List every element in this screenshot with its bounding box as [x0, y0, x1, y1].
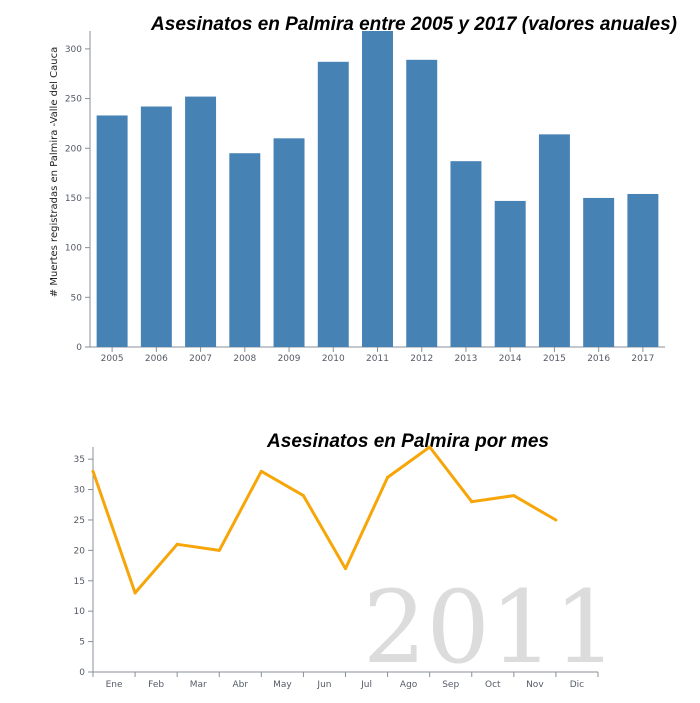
bar-chart-x-tick-label: 2016 — [587, 354, 610, 364]
monthly-point-Jul — [344, 567, 347, 571]
monthly-point-Oct — [470, 500, 474, 504]
bar-chart-x-tick-label: 2005 — [101, 354, 124, 364]
bar-2010 — [317, 61, 349, 348]
line-chart-y-tick-label: 25 — [74, 516, 85, 526]
bar-2008 — [229, 153, 261, 347]
bar-chart-y-tick-label: 250 — [65, 95, 82, 105]
monthly-point-Abr — [217, 548, 221, 552]
bar-chart-y-tick-label: 200 — [65, 144, 82, 154]
bar-chart-y-tick-label: 150 — [65, 194, 82, 204]
line-chart-x-tick-label: Jul — [360, 680, 372, 690]
bar-chart-y-tick-label: 100 — [65, 244, 82, 254]
line-chart-x-tick-label: Nov — [526, 680, 544, 690]
line-chart-y-tick-label: 0 — [79, 668, 85, 678]
monthly-point-Ene — [91, 469, 95, 473]
line-chart-y-tick-label: 15 — [74, 577, 85, 587]
bar-2009 — [273, 138, 305, 347]
bar-chart-x-tick-label: 2006 — [145, 354, 168, 364]
line-chart-x-tick-label: Oct — [485, 680, 501, 690]
line-chart-title: Asesinatos en Palmira por mes — [266, 431, 549, 452]
bar-chart-y-tick-label: 0 — [76, 343, 82, 353]
bar-2006 — [140, 106, 172, 348]
line-chart-x-tick-label: Ene — [106, 680, 123, 690]
monthly-point-May — [259, 469, 263, 473]
line-chart-x-tick-label: Feb — [148, 680, 164, 690]
line-chart-x-tick-label: May — [273, 680, 292, 690]
monthly-point-Feb — [133, 591, 137, 595]
bar-chart-x-tick-label: 2012 — [410, 354, 433, 364]
line-chart-x-tick-label: Abr — [233, 680, 249, 690]
bar-chart-x-tick-label: 2008 — [233, 354, 256, 364]
bar-chart-x-tick-label: 2014 — [499, 354, 522, 364]
bar-2015 — [538, 134, 570, 347]
bar-2011 — [362, 31, 393, 347]
monthly-series-line — [91, 445, 557, 595]
year-watermark-label: 2011 — [363, 569, 618, 686]
bar-2014 — [494, 200, 526, 347]
line-chart-y-tick-label: 30 — [74, 486, 86, 496]
line-chart-x-tick-label: Jun — [316, 680, 331, 690]
bar-chart-x-tick-label: 2013 — [455, 354, 478, 364]
bar-chart-x-tick-label: 2011 — [366, 354, 389, 364]
monthly-point-Dic — [554, 518, 558, 522]
bar-chart-x-tick-label: 2007 — [189, 354, 212, 364]
bar-chart: 0 50 100 150 200 250 300 2005 2006 2007 2008 2009 20… — [65, 31, 665, 364]
bar-chart-y-tick-label: 50 — [71, 293, 83, 303]
bar-2013 — [450, 161, 482, 347]
monthly-point-Jun — [301, 494, 305, 498]
bar-2016 — [583, 197, 615, 347]
line-chart-x-tick-label: Dic — [570, 680, 584, 690]
bar-2017 — [627, 193, 659, 347]
line-chart-y-tick-label: 10 — [74, 607, 86, 617]
bar-chart-title: Asesinatos en Palmira entre 2005 y 2017 … — [150, 14, 677, 35]
bar-2007 — [185, 96, 217, 348]
line-chart-y-tick-label: 20 — [74, 546, 86, 556]
bar-2005 — [96, 115, 128, 347]
line-chart-x-tick-label: Mar — [190, 680, 207, 690]
monthly-point-Nov — [512, 494, 516, 498]
bar-chart-x-tick-label: 2010 — [322, 354, 345, 364]
bar-chart-x-tick-label: 2009 — [278, 354, 301, 364]
bar-chart-y-tick-label: 300 — [65, 45, 82, 55]
bar-chart-y-axis-title: # Muertes registradas en Palmira -Valle … — [49, 47, 60, 297]
line-chart-x-tick-label: Ago — [400, 680, 418, 690]
line-chart-x-tick-label: Sep — [442, 680, 459, 690]
bar-chart-x-tick-label: 2017 — [631, 354, 654, 364]
line-chart-y-tick-label: 35 — [74, 455, 85, 465]
monthly-point-Sep — [428, 445, 432, 449]
bar-2012 — [406, 59, 438, 347]
monthly-point-Ago — [386, 475, 390, 479]
bar-chart-x-tick-label: 2015 — [543, 354, 566, 364]
line-chart: 0 5 10 15 20 25 30 35 Ene Feb Mar Abr May Jun Jul Ago Se… — [74, 445, 599, 690]
line-chart-y-tick-label: 5 — [79, 638, 85, 648]
monthly-point-Mar — [175, 542, 179, 546]
